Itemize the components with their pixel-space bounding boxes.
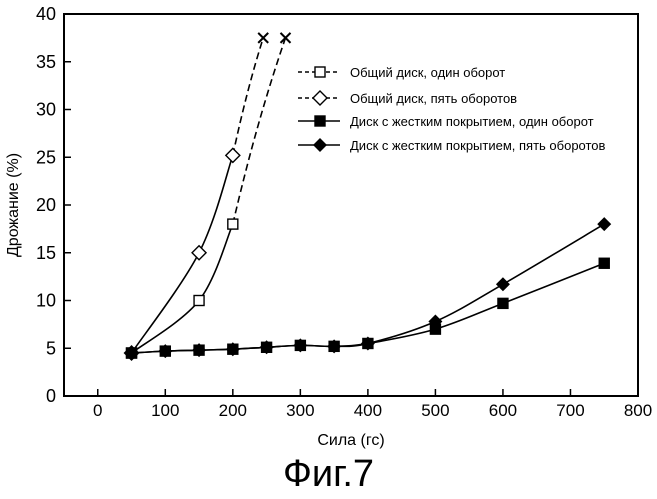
- y-tick-label: 25: [36, 147, 56, 167]
- legend-marker: [315, 67, 325, 77]
- series-2-extrapolation: [233, 38, 263, 155]
- y-tick-label: 5: [46, 338, 56, 358]
- y-tick-label: 0: [46, 386, 56, 406]
- x-tick-label: 500: [421, 401, 449, 420]
- legend: Общий диск, один оборот Общий диск, пять …: [298, 65, 606, 153]
- series-2-point: [226, 148, 240, 162]
- jitter-vs-force-chart: 0 100 200 300 400 500 600 700 800 0 5 10 15 20 25 30 35 4…: [0, 0, 657, 450]
- legend-label: Диск с жестким покрытием, пять оборотов: [350, 138, 606, 153]
- x-tick-label: 600: [489, 401, 517, 420]
- series-1-point: [228, 219, 238, 229]
- legend-label: Диск с жестким покрытием, один оборот: [350, 114, 594, 129]
- series-1-line: [132, 224, 233, 353]
- x-tick-label: 300: [286, 401, 314, 420]
- x-axis-label: Сила (гс): [317, 432, 384, 449]
- y-tick-label: 40: [36, 4, 56, 24]
- legend-marker: [313, 91, 327, 105]
- x-tick-label: 800: [624, 401, 652, 420]
- series-1-extrapolation: [233, 38, 286, 224]
- series-3-point: [599, 258, 609, 268]
- legend-label: Общий диск, один оборот: [350, 65, 505, 80]
- legend-label: Общий диск, пять оборотов: [350, 91, 517, 106]
- legend-marker: [314, 139, 326, 151]
- x-tick-label: 0: [93, 401, 102, 420]
- series-4-line: [132, 224, 605, 353]
- x-tick-label: 200: [219, 401, 247, 420]
- series-4-point: [598, 218, 610, 230]
- x-tick-label: 400: [354, 401, 382, 420]
- legend-marker: [315, 116, 325, 126]
- series-4-point: [497, 278, 509, 290]
- x-tick-label: 100: [151, 401, 179, 420]
- series-1-point: [194, 296, 204, 306]
- series-1-end-marker: [280, 33, 290, 43]
- series-markers: [125, 33, 611, 360]
- series-2-line: [132, 155, 233, 353]
- y-tick-label: 15: [36, 243, 56, 263]
- y-tick-label: 35: [36, 52, 56, 72]
- y-axis-label: Дрожание (%): [5, 153, 22, 257]
- series-3-point: [498, 298, 508, 308]
- x-tick-label: 700: [556, 401, 584, 420]
- figure-caption: Фиг.7: [0, 452, 657, 496]
- series-2-point: [192, 246, 206, 260]
- series-2-end-marker: [258, 33, 268, 43]
- y-tick-label: 20: [36, 195, 56, 215]
- y-tick-label: 30: [36, 100, 56, 120]
- y-tick-label: 10: [36, 291, 56, 311]
